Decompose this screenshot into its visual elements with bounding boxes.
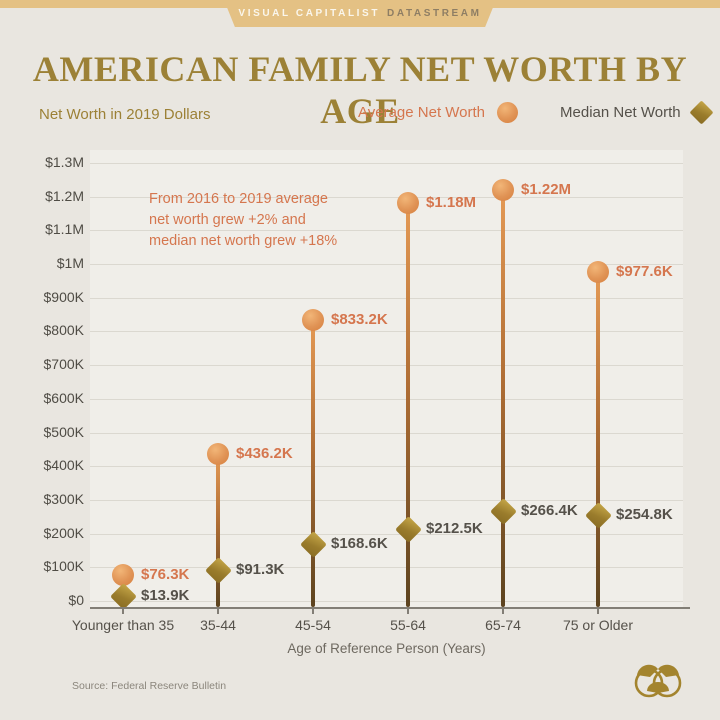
annotation-line: net worth grew +2% and [149, 212, 306, 228]
x-axis-tick [597, 609, 599, 614]
brand-name-label: VISUAL CAPITALIST [238, 8, 381, 19]
chart-subtitle: Net Worth in 2019 Dollars [39, 106, 211, 123]
y-tick-label: $400K [43, 457, 84, 474]
brand-suffix-label: DATASTREAM [387, 8, 482, 19]
y-tick-label: $500K [43, 423, 84, 440]
y-tick-label: $600K [43, 389, 84, 406]
legend-item-average: Average Net Worth [358, 102, 519, 123]
average-marker-icon [497, 102, 519, 123]
y-tick-label: $1M [56, 255, 84, 271]
legend-average-label: Average Net Worth [358, 104, 486, 121]
x-axis-title: Age of Reference Person (Years) [287, 641, 486, 656]
annotation-line: From 2016 to 2019 average [149, 191, 328, 207]
legend: Average Net Worth Median Net Worth [358, 100, 714, 125]
y-tick-label: $1.1M [45, 221, 84, 238]
x-axis-tick [122, 609, 124, 614]
y-tick-label: $700K [43, 356, 84, 373]
y-tick-label: $200K [43, 524, 84, 541]
x-axis-baseline [90, 607, 690, 609]
legend-item-median: Median Net Worth [560, 100, 714, 125]
x-axis-label: Younger than 35 [71, 617, 175, 633]
x-axis-label: 35-44 [200, 617, 236, 633]
x-axis-tick [312, 609, 314, 614]
y-tick-label: $900K [43, 288, 84, 305]
x-axis-label: 65-74 [485, 617, 521, 633]
y-tick-label: $1.3M [45, 153, 84, 170]
y-tick-label: $1.2M [45, 187, 84, 204]
y-tick-label: $100K [43, 558, 84, 575]
annotation-note: From 2016 to 2019 average net worth grew … [149, 189, 337, 252]
y-tick-label: $300K [43, 490, 84, 507]
source-note: Source: Federal Reserve Bulletin [72, 680, 227, 692]
visual-capitalist-logo-icon [634, 664, 682, 698]
x-axis-label: 45-54 [295, 617, 331, 633]
legend-median-label: Median Net Worth [560, 104, 681, 121]
page-title: AMERICAN FAMILY NET WORTH BY AGE [32, 49, 688, 131]
y-tick-label: $0 [68, 592, 84, 608]
y-tick-label: $800K [43, 322, 84, 339]
annotation-line: median net worth grew +18% [149, 233, 338, 249]
x-axis-tick [502, 609, 504, 614]
x-axis-label: 75 or Older [562, 617, 634, 633]
x-axis-tick [217, 609, 219, 614]
chart-panel [90, 150, 683, 608]
brand-tab: VISUAL CAPITALIST DATASTREAM [224, 0, 496, 27]
median-marker-icon [689, 100, 714, 125]
x-axis-tick [407, 609, 409, 614]
x-axis-label: 55-64 [390, 617, 426, 633]
